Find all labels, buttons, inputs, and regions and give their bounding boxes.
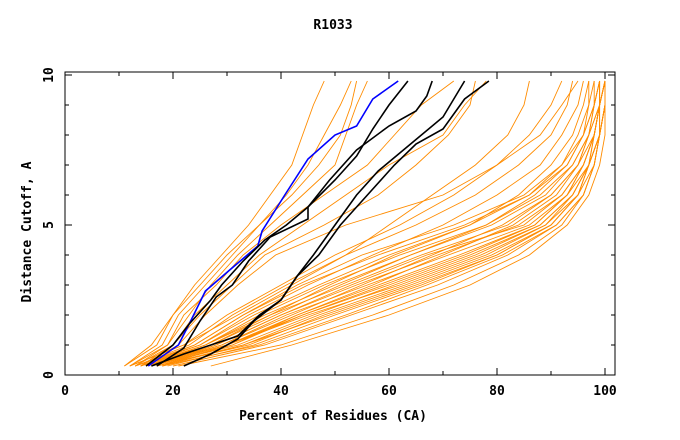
- x-tick-label: 80: [489, 384, 505, 399]
- plot-frame: [64, 71, 616, 376]
- series-line-other-22: [151, 80, 601, 367]
- series-line-other-9: [135, 80, 574, 367]
- series-line-other-35: [140, 80, 487, 367]
- series-line-other-28: [145, 80, 590, 367]
- y-axis-label: Distance Cutoff, A: [20, 161, 35, 302]
- series-line-black-3: [151, 80, 466, 367]
- series-line-other-34: [129, 80, 455, 367]
- x-tick-label: 0: [61, 384, 69, 399]
- series-line-other-10: [167, 81, 606, 367]
- series-line-other-36: [134, 80, 476, 367]
- plot-axes: 0 20 40 60 80 100 0 5 10: [42, 67, 617, 399]
- series-line-other-25: [140, 81, 590, 367]
- x-axis-label: Percent of Residues (CA): [239, 409, 427, 424]
- series-line-other-30: [124, 80, 325, 367]
- series-line-other-5: [140, 80, 584, 367]
- series-line-other-17: [162, 81, 606, 367]
- series-line-other-32: [129, 80, 352, 367]
- series-line-other-7: [162, 80, 606, 367]
- plot-series: [124, 80, 606, 367]
- series-line-other-1: [140, 80, 606, 367]
- x-tick-label: 100: [593, 384, 617, 399]
- series-line-other-33: [134, 80, 368, 367]
- series-line-other-11: [172, 81, 606, 367]
- series-line-black-4: [183, 80, 490, 367]
- x-tick-label: 60: [381, 384, 397, 399]
- x-tick-label: 40: [273, 384, 289, 399]
- series-line-other-29: [129, 80, 530, 367]
- series-line-other-24: [156, 80, 606, 367]
- series-line-other-27: [162, 81, 601, 367]
- series-line-other-0: [135, 80, 601, 367]
- series-line-other-18: [178, 81, 606, 367]
- y-tick-label: 10: [42, 67, 57, 83]
- series-line-black-2: [156, 80, 433, 367]
- y-tick-label: 5: [42, 221, 57, 229]
- x-tick-label: 20: [165, 384, 181, 399]
- chart-title: R1033: [313, 18, 352, 33]
- series-line-other-15: [129, 80, 563, 367]
- series-line-other-37: [140, 80, 579, 367]
- series-line-other-13: [145, 81, 601, 367]
- series-line-other-21: [140, 81, 595, 367]
- y-tick-label: 0: [42, 371, 57, 379]
- series-line-other-19: [210, 81, 606, 367]
- series-line-black-1: [145, 80, 409, 367]
